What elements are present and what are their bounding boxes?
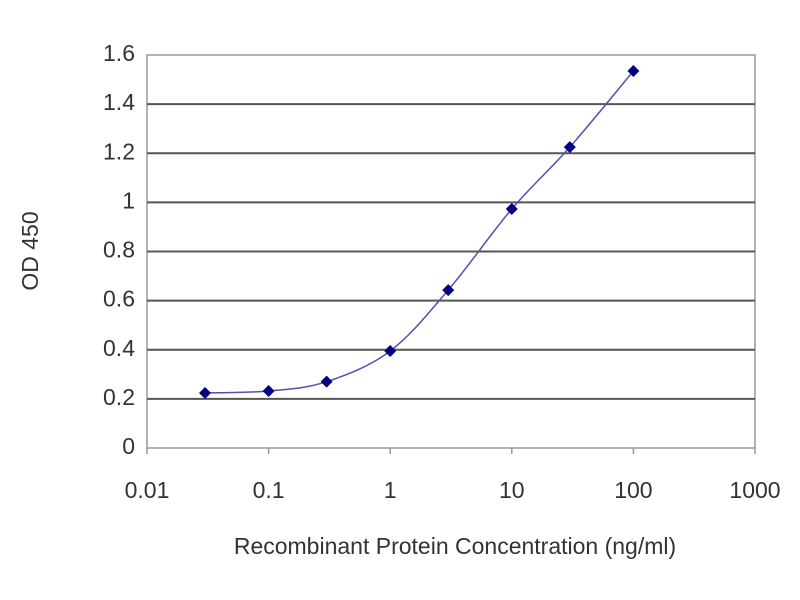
x-tick-label: 100 (614, 477, 652, 503)
x-tick-label: 0.1 (253, 477, 285, 503)
y-axis-label: OD 450 (17, 211, 43, 290)
x-tick-label: 0.01 (125, 477, 170, 503)
y-tick-label: 0.2 (103, 384, 135, 410)
x-tick-label: 1000 (729, 477, 780, 503)
y-tick-label: 0.4 (103, 335, 135, 361)
data-point (262, 385, 275, 398)
y-tick-label: 1 (122, 187, 135, 213)
x-tick-label: 1 (384, 477, 397, 503)
data-point (320, 375, 333, 388)
y-tick-label: 0.6 (103, 286, 135, 312)
data-point (199, 386, 212, 399)
y-tick-label: 1.4 (103, 89, 135, 115)
data-point (505, 203, 518, 216)
y-tick-label: 0 (122, 433, 135, 459)
x-axis-label: Recombinant Protein Concentration (ng/ml… (234, 533, 676, 559)
data-point (627, 64, 640, 77)
data-point (442, 284, 455, 297)
y-tick-label: 0.8 (103, 237, 135, 263)
data-point (563, 141, 576, 154)
x-tick-label: 10 (499, 477, 525, 503)
y-tick-label: 1.6 (103, 40, 135, 66)
data-point (384, 344, 397, 357)
y-tick-label: 1.2 (103, 138, 135, 164)
